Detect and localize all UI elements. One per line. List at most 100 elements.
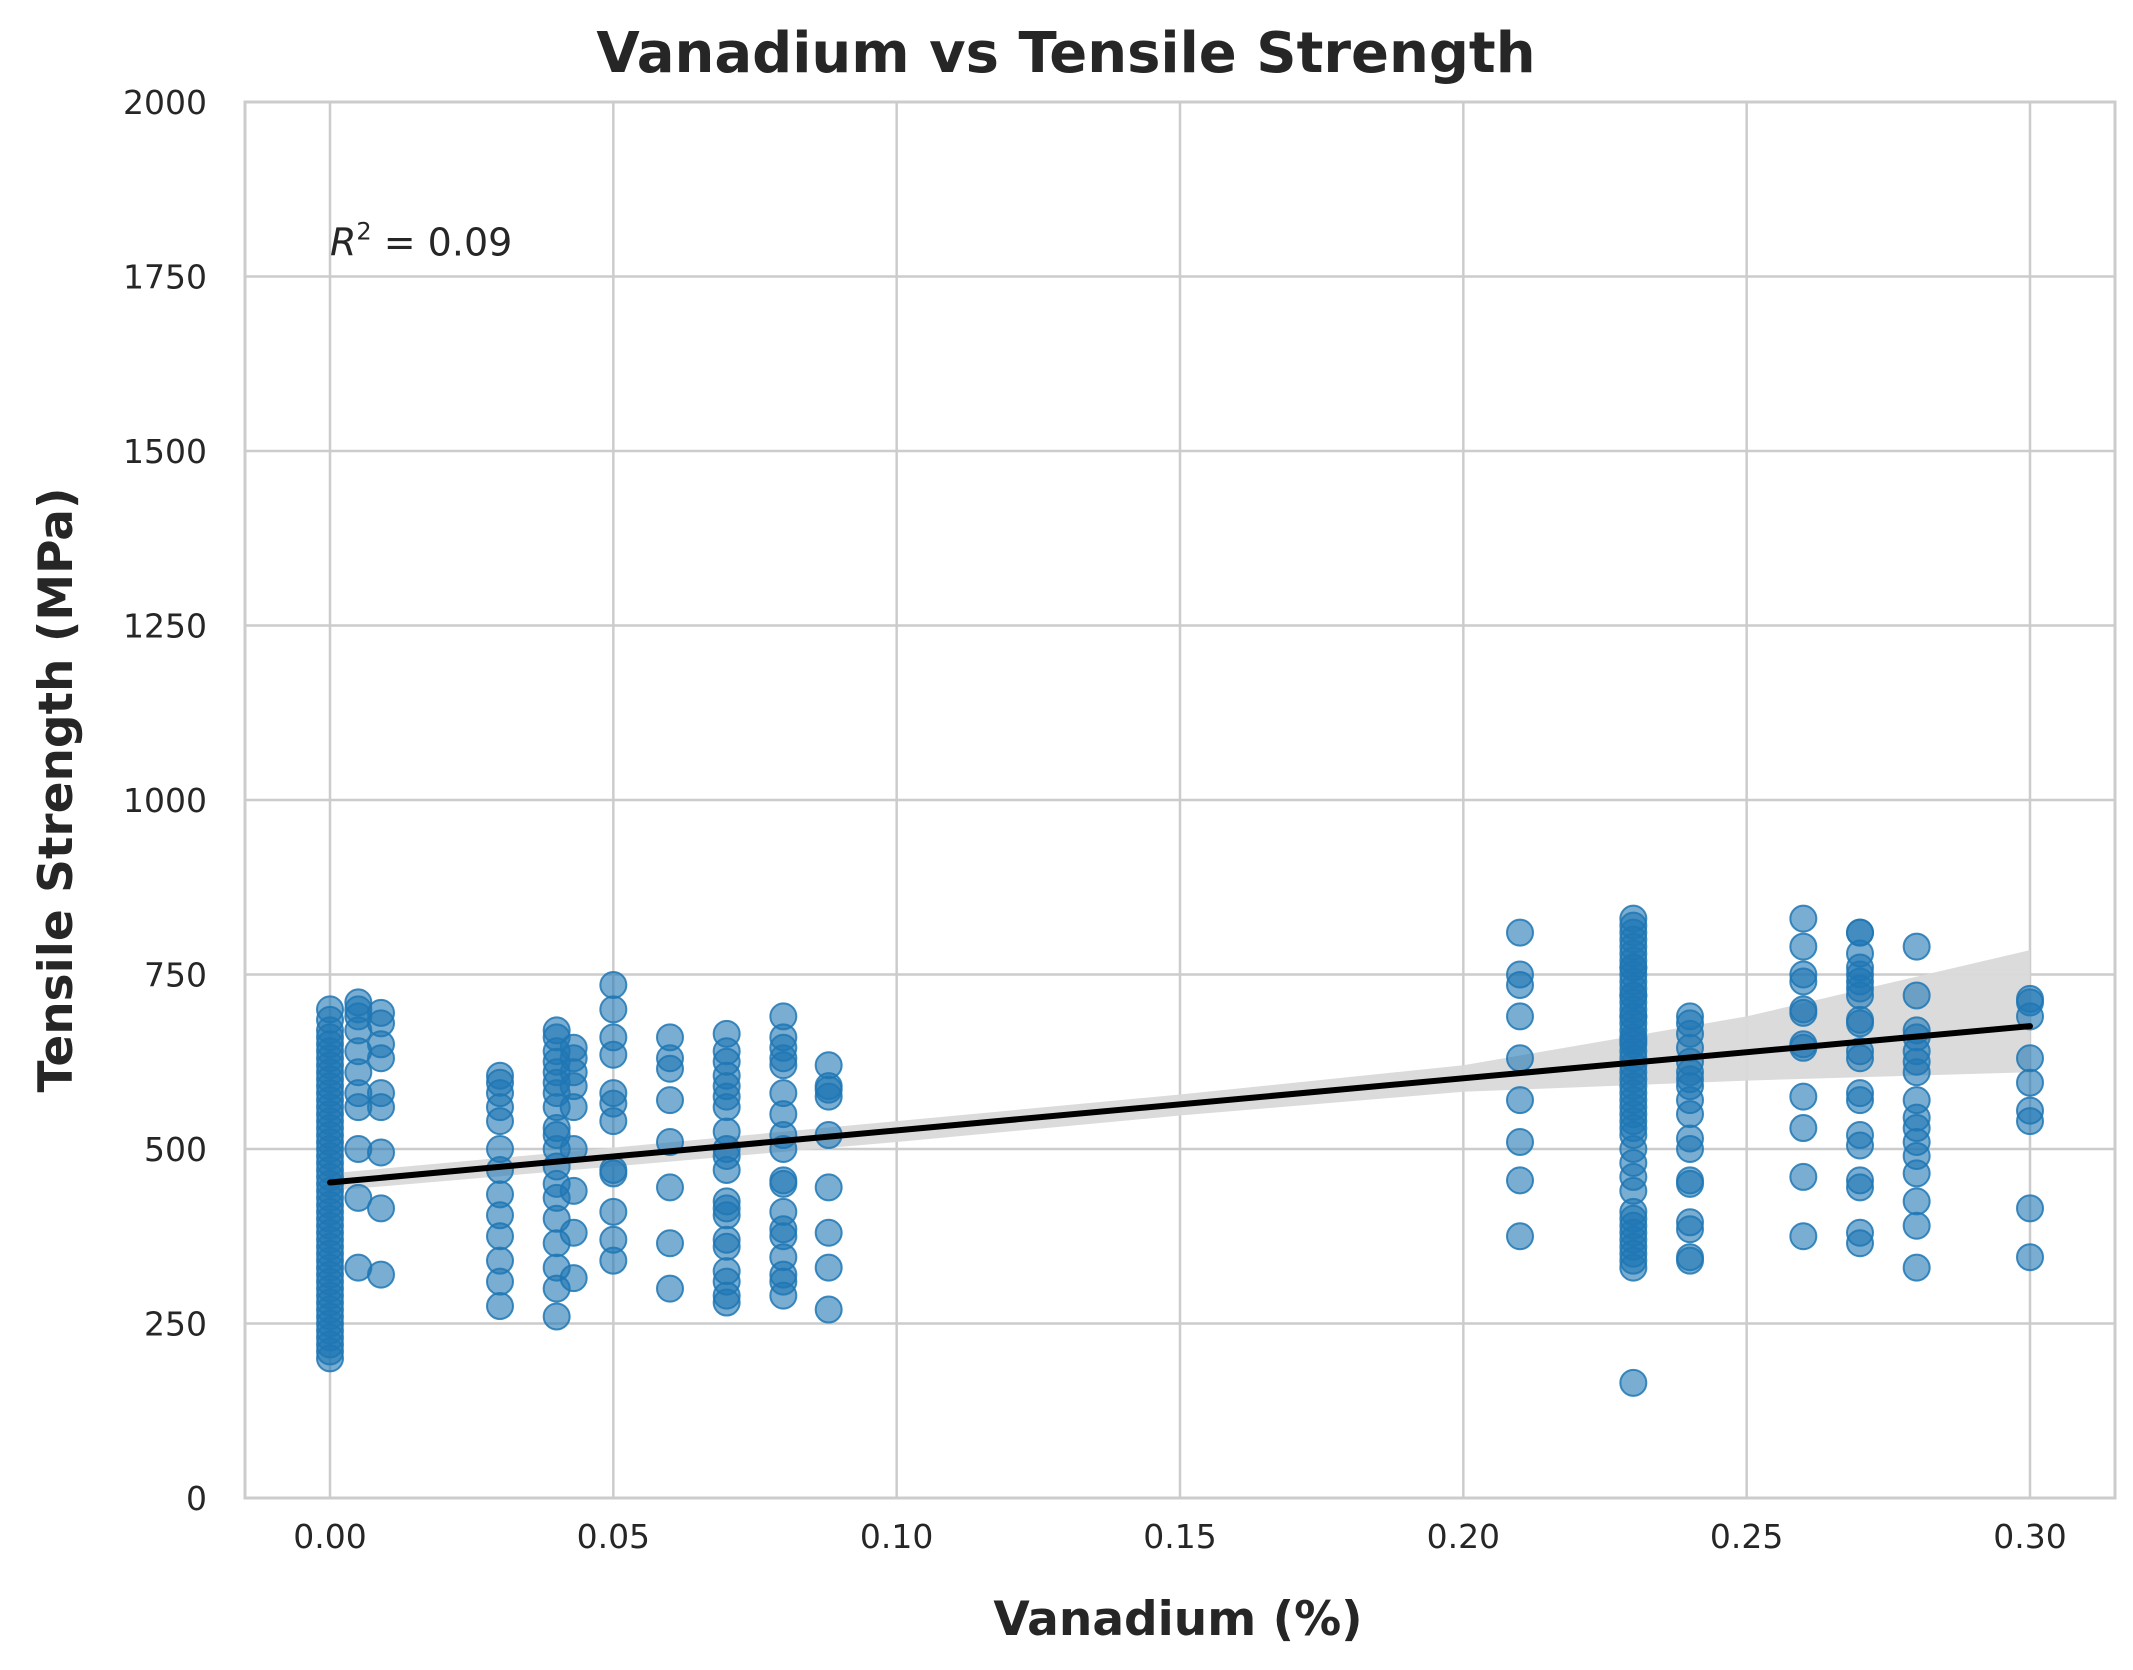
data-point [1846,1218,1874,1247]
x-tick-label: 0.20 [1427,1517,1500,1556]
r-squared-value: = 0.09 [372,221,513,265]
data-point [1789,1082,1818,1111]
data-point [1789,1114,1818,1143]
y-tick-label: 1000 [123,781,207,820]
data-point [486,1180,514,1209]
data-point [1789,932,1818,961]
data-point [1789,960,1818,989]
data-point [1846,1121,1874,1150]
data-point [1846,1005,1874,1034]
data-point [814,1295,843,1324]
data-point [712,1257,741,1286]
data-point [1676,1208,1704,1237]
data-point [367,1260,395,1289]
data-point [1676,1166,1704,1195]
data-point [1676,1065,1704,1094]
data-point [599,1155,628,1184]
data-point [1789,1162,1818,1191]
data-point [1676,1124,1704,1153]
data-point [1902,981,1931,1010]
regression-line-layer [327,1023,2033,1186]
data-point [1619,953,1648,982]
data-point [559,1264,588,1293]
r-squared-symbol: R [330,221,356,265]
y-tick-label: 1750 [123,258,207,297]
data-point [1619,1002,1648,1031]
data-point [599,970,628,999]
data-point [2016,1096,2044,1125]
data-point [769,1002,798,1031]
data-point [656,1086,684,1115]
data-point [599,995,628,1024]
data-point [712,1019,741,1048]
data-point [486,1061,514,1090]
x-tick-label: 0.25 [1710,1517,1783,1556]
x-tick-label: 0.10 [860,1517,933,1556]
data-point [769,1197,798,1226]
data-point [1619,904,1648,933]
data-point [814,1173,843,1202]
data-point [599,1023,628,1052]
data-point [769,1079,798,1108]
data-point [344,988,373,1017]
data-point [1506,1166,1534,1195]
data-point [1619,1026,1648,1055]
data-point [1846,1079,1874,1108]
data-point [712,1187,741,1216]
regression-line [327,1023,2033,1186]
data-point [542,1016,571,1045]
data-point [367,998,395,1027]
data-point [542,1302,571,1331]
x-tick-label: 0.05 [577,1517,650,1556]
data-point [814,1051,843,1080]
scatter-points [316,904,2044,1397]
y-tick-label: 1250 [123,607,207,646]
y-tick-label: 250 [144,1305,207,1344]
data-point [1506,1044,1534,1073]
data-point [1902,932,1931,961]
data-point [1846,1166,1874,1195]
x-tick-label: 0.00 [293,1517,366,1556]
data-point [1506,1086,1534,1115]
data-point [559,1218,588,1247]
y-tick-label: 0 [186,1479,207,1518]
data-point [1506,960,1534,989]
data-point [2016,984,2044,1013]
data-point [599,1197,628,1226]
data-point [2016,1044,2044,1073]
data-point [599,1079,628,1108]
data-point [316,995,344,1024]
y-tick-labels: 0 250 500 750 1000 1250 1500 1750 2000 [123,83,207,1518]
data-point [2016,1068,2044,1097]
y-tick-label: 750 [144,956,207,995]
r-squared-exponent: 2 [356,218,371,246]
data-point [1789,1222,1818,1251]
plot-frame [243,100,2117,1500]
data-point [1676,1243,1704,1272]
data-point [367,1138,395,1167]
data-point [599,1225,628,1254]
x-tick-labels: 0.00 0.05 0.10 0.15 0.20 0.25 0.30 [293,1517,2066,1556]
data-point [2016,1194,2044,1223]
data-point [559,1176,588,1205]
data-point [1506,918,1534,947]
data-point [367,1194,395,1223]
chart-title: Vanadium vs Tensile Strength [596,21,1535,86]
data-point [1789,995,1818,1024]
data-point [1506,1222,1534,1251]
x-tick-label: 0.30 [1993,1517,2066,1556]
data-point [1506,1128,1534,1157]
data-point [1789,904,1818,933]
data-point [1902,1086,1931,1115]
grid [245,100,2115,1500]
data-point [486,1292,514,1321]
data-point [559,1033,588,1062]
data-point [656,1173,684,1202]
x-tick-label: 0.15 [1143,1517,1216,1556]
data-point [814,1218,843,1247]
data-point [1846,918,1874,947]
data-point [344,1135,373,1163]
data-point [1902,1187,1931,1216]
y-tick-label: 1500 [123,432,207,471]
